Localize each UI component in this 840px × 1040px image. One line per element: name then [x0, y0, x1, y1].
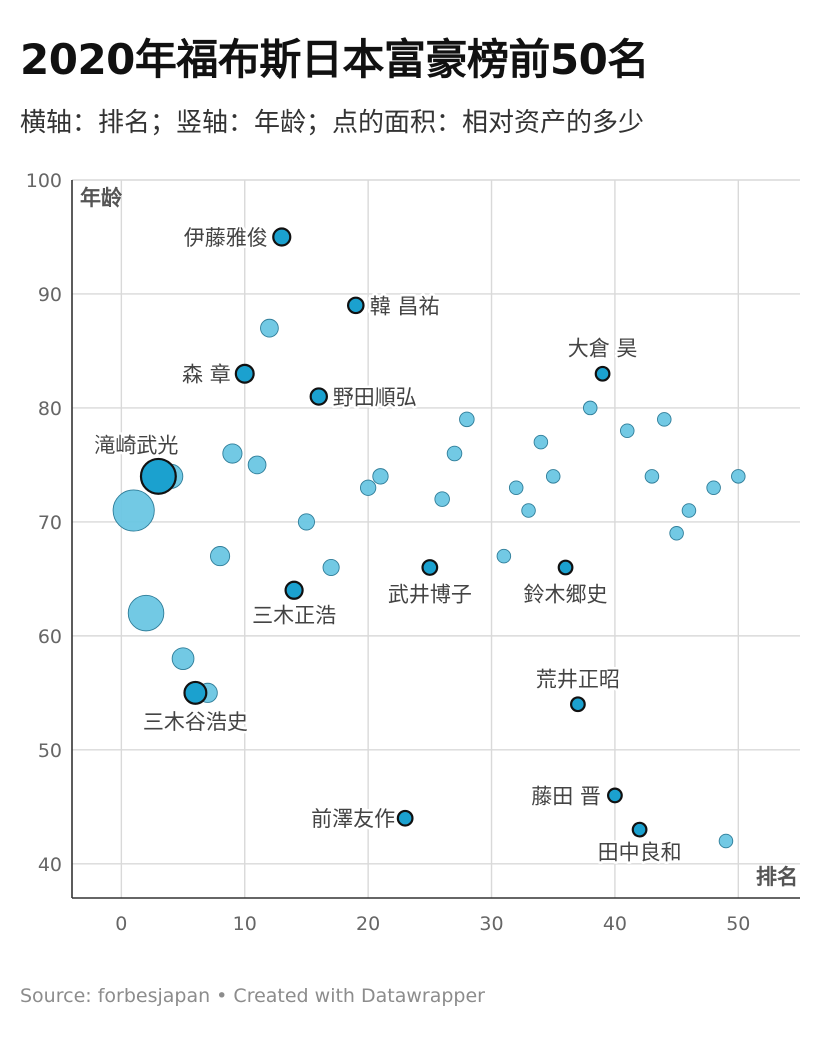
data-point [359, 479, 377, 496]
y-tick-label: 100 [26, 170, 62, 192]
data-point [260, 318, 279, 338]
point-label: 大倉 昊 [568, 337, 638, 361]
point-label: 伊藤雅俊 [184, 226, 268, 250]
data-point [434, 491, 450, 507]
data-point [247, 455, 267, 475]
data-point-highlight [569, 696, 586, 713]
point-label: 武井博子 [388, 582, 472, 606]
data-point [533, 434, 549, 450]
data-point-highlight [421, 559, 439, 576]
y-tick-label: 90 [38, 284, 62, 306]
data-point [718, 833, 734, 849]
data-point-highlight [284, 580, 304, 600]
data-point-highlight [309, 387, 328, 406]
data-point-highlight [557, 559, 574, 576]
data-point [171, 647, 195, 671]
chart-subtitle: 横轴：排名；竖轴：年龄；点的面积：相对资产的多少 [20, 108, 645, 138]
data-point-highlight [183, 680, 208, 705]
grid-lines [72, 179, 800, 898]
point-label: 三木谷浩史 [143, 710, 248, 734]
data-points [112, 227, 746, 849]
data-point-highlight [631, 821, 648, 838]
data-point [446, 445, 463, 462]
data-point [112, 489, 155, 532]
data-point [644, 469, 660, 484]
data-point [372, 468, 389, 485]
data-point [459, 411, 475, 428]
source-note: Source: forbesjapan • Created with Dataw… [20, 985, 485, 1007]
x-tick-label: 10 [233, 913, 257, 935]
x-tick-label: 30 [479, 913, 503, 935]
x-tick-label: 50 [726, 913, 750, 935]
point-label: 韓 昌祐 [370, 294, 440, 318]
y-tick-label: 50 [38, 740, 62, 762]
x-tick-label: 20 [356, 913, 380, 935]
point-label: 三木正浩 [252, 603, 336, 627]
data-point-highlight [234, 363, 255, 384]
y-axis-label: 年龄 [80, 186, 123, 210]
point-label: 荒井正昭 [536, 667, 620, 691]
data-point [545, 469, 561, 484]
point-label: 前澤友作 [311, 807, 395, 831]
point-label: 野田順弘 [333, 386, 417, 410]
data-point [582, 400, 598, 416]
data-point [731, 469, 746, 484]
data-point-highlight [139, 457, 177, 495]
data-point [210, 546, 231, 567]
point-label: 鈴木郷史 [524, 582, 608, 606]
data-point-highlight [396, 809, 414, 827]
data-point [222, 443, 243, 464]
point-label: 田中良和 [598, 841, 682, 865]
x-axis-label: 排名 [756, 865, 798, 889]
x-tick-label: 40 [603, 913, 627, 935]
data-point [681, 503, 697, 518]
y-tick-label: 80 [38, 398, 62, 420]
point-label: 滝崎武光 [94, 433, 178, 457]
data-point [521, 503, 536, 518]
data-point [297, 513, 315, 531]
chart-title: 2020年福布斯日本富豪榜前50名 [20, 35, 649, 84]
data-point-highlight [272, 227, 292, 247]
data-point-highlight [607, 787, 623, 804]
x-tick-label: 0 [115, 913, 127, 935]
data-point [496, 548, 512, 564]
data-point [706, 480, 721, 495]
data-point [508, 480, 524, 495]
data-point [620, 423, 635, 438]
data-point [127, 594, 165, 632]
point-label: 森 章 [182, 363, 231, 387]
point-label: 藤田 晋 [531, 784, 601, 808]
y-tick-label: 60 [38, 626, 62, 648]
data-point [657, 412, 672, 427]
y-tick-label: 70 [38, 512, 62, 534]
data-point [322, 558, 340, 577]
data-point-highlight [594, 365, 611, 382]
data-point-highlight [346, 296, 365, 315]
data-point [669, 526, 684, 541]
y-tick-label: 40 [38, 854, 62, 876]
